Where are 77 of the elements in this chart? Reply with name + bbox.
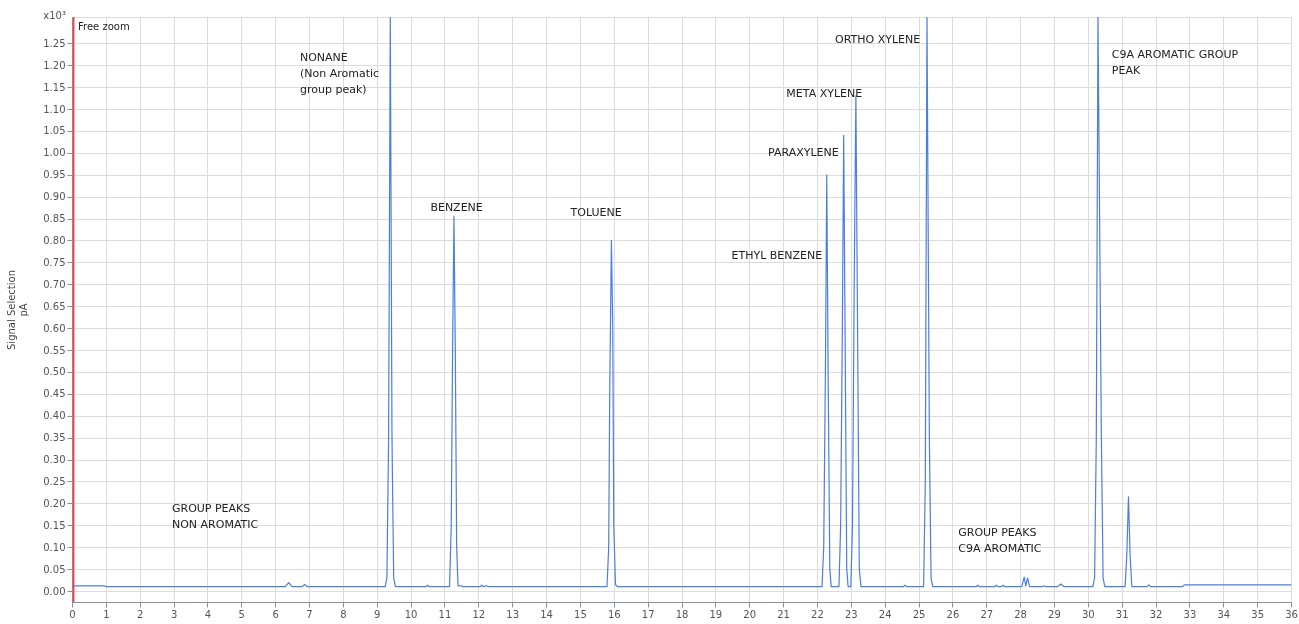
x-tick-label: 35 — [1251, 608, 1265, 620]
y-tick-label: 1.05 — [43, 125, 66, 137]
x-tick-label: 6 — [272, 608, 279, 620]
text: x10³ — [43, 10, 66, 21]
annotation: NONANE (Non Aromatic group peak) — [299, 50, 380, 96]
x-tick-label: 0 — [69, 608, 76, 620]
x-tick-label: 20 — [743, 608, 757, 620]
annotation: BENZENE — [430, 201, 483, 215]
x-tick-label: 5 — [238, 608, 245, 620]
y-tick-label: 0.10 — [43, 541, 66, 553]
y-tick-label: 0.05 — [43, 563, 66, 575]
x-tick-label: 24 — [878, 608, 892, 620]
annotation: ORTHO XYLENE — [835, 32, 921, 46]
y-tick-label: 0.75 — [43, 256, 66, 268]
y-tick-label: 0.35 — [43, 432, 66, 444]
annotation: TOLUENE — [569, 205, 622, 219]
x-tick-label: 33 — [1183, 608, 1197, 620]
x-tick-label: 27 — [980, 608, 994, 620]
y-tick-label: 1.25 — [43, 37, 66, 49]
x-tick-label: 18 — [675, 608, 689, 620]
annotation: PARAXYLENE — [768, 146, 839, 160]
y-tick-label: 0.65 — [43, 300, 66, 312]
x-tick-label: 25 — [912, 608, 926, 620]
x-tick-label: 8 — [340, 608, 347, 620]
x-tick-label: 23 — [844, 608, 858, 620]
y-tick-label: 0.40 — [43, 410, 66, 422]
x-tick-label: 13 — [506, 608, 520, 620]
y-tick-label: 0.00 — [43, 585, 66, 597]
x-tick-label: 30 — [1081, 608, 1095, 620]
x-tick-label: 7 — [306, 608, 313, 620]
x-tick-label: 3 — [170, 608, 178, 620]
x-tick-label: 2 — [137, 608, 144, 620]
x-tick-label: 19 — [709, 608, 723, 620]
y-tick-label: 0.25 — [43, 475, 66, 487]
x-tick-label: 26 — [946, 608, 960, 620]
y-tick-label: 0.55 — [43, 344, 66, 356]
annotation: META XYLENE — [786, 87, 863, 101]
y-tick-label: 1.20 — [43, 59, 66, 71]
x-tick-label: 29 — [1048, 608, 1061, 620]
y-tick-label: 0.60 — [43, 322, 66, 334]
x-tick-label: 32 — [1149, 608, 1163, 620]
x-tick-label: 4 — [204, 608, 212, 620]
x-tick-label: 14 — [540, 608, 553, 620]
x-tick-label: 12 — [472, 608, 486, 620]
annotation: GROUP PEAKS C9A AROMATIC — [958, 526, 1042, 556]
annotation: ETHYL BENZENE — [731, 248, 823, 262]
y-tick-label: 1.00 — [43, 147, 66, 159]
x-tick-label: 31 — [1115, 608, 1129, 620]
x-tick-label: 17 — [641, 608, 655, 620]
x-tick-label: 36 — [1285, 608, 1298, 620]
x-tick-label: 15 — [574, 608, 587, 620]
y-tick-label: 0.45 — [43, 388, 66, 400]
y-tick-label: 0.80 — [43, 234, 66, 246]
x-tick-label: 22 — [811, 608, 824, 620]
x-tick-label: 10 — [404, 608, 418, 620]
x-tick-label: 28 — [1014, 608, 1027, 620]
annotation: C9A AROMATIC GROUP PEAK — [1111, 48, 1239, 78]
line-series — [72, 17, 1291, 588]
x-tick-label: 21 — [777, 608, 790, 620]
y-tick-label: 0.30 — [43, 454, 66, 466]
y-tick-label: 0.15 — [43, 519, 66, 531]
y-tick-label: 0.20 — [43, 497, 66, 509]
y-tick-label: 1.10 — [43, 103, 66, 115]
y-tick-label: 0.85 — [43, 213, 66, 225]
y-axis-title: Signal Selection pA — [6, 270, 30, 350]
annotation: Free zoom — [78, 21, 130, 32]
y-tick-label: 0.70 — [43, 278, 66, 290]
x-tick-label: 16 — [607, 608, 621, 620]
y-tick-label: 0.90 — [43, 191, 66, 203]
x-tick-label: 9 — [374, 608, 381, 620]
y-tick-label: 0.95 — [43, 169, 66, 181]
annotation: GROUP PEAKS NON AROMATIC — [171, 502, 259, 532]
x-tick-label: 34 — [1217, 608, 1231, 620]
x-tick-label: 11 — [438, 608, 452, 620]
x-tick-label: 1 — [103, 608, 110, 620]
y-tick-label: 1.15 — [43, 81, 66, 93]
y-tick-label: 0.50 — [43, 366, 66, 378]
